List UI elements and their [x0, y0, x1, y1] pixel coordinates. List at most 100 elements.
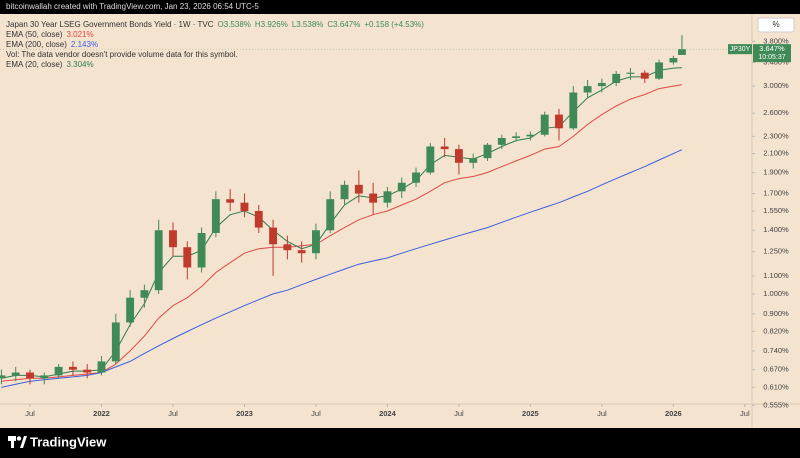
top-note: bitcoinwallah created with TradingView.c…	[6, 2, 259, 11]
x-tick-label: 2023	[236, 409, 253, 418]
candle-body	[326, 199, 335, 231]
y-tick-label: 1.400%	[763, 225, 789, 234]
legend-name: EMA (200, close)	[6, 40, 67, 49]
candle-body	[555, 114, 563, 129]
y-tick-label: 1.100%	[763, 271, 789, 280]
y-tick-label: 2.300%	[763, 131, 789, 140]
y-tick-label: 0.555%	[763, 400, 789, 409]
candle-body	[140, 290, 149, 298]
candle-body	[254, 211, 263, 228]
ohlc-label: H3.926%	[255, 20, 288, 29]
candle-body	[97, 361, 106, 373]
candle-body	[154, 230, 163, 291]
ohlc-label: C3.647%	[327, 20, 360, 29]
price-tag	[753, 44, 791, 63]
countdown: 10:05:37	[758, 54, 785, 61]
candle-body	[497, 138, 506, 145]
y-tick-label: 1.900%	[763, 167, 789, 176]
legend-entry: EMA (200, close) 2.143%	[6, 40, 98, 49]
candle-body	[197, 232, 206, 268]
candle-body	[626, 72, 635, 74]
plot	[0, 35, 686, 388]
candle-body	[469, 158, 478, 163]
candle-body	[440, 146, 449, 150]
candle-body	[526, 134, 535, 137]
candle-body	[540, 114, 549, 135]
ohlc-label: +0.158 (+4.53%)	[364, 20, 424, 29]
scale-button[interactable]	[757, 17, 795, 33]
candle-body	[11, 372, 20, 376]
candle-body	[40, 375, 49, 379]
x-tick-label: 2022	[93, 409, 110, 418]
y-tick-label: 3.000%	[763, 81, 789, 90]
x-tick-label: Jul	[597, 409, 607, 418]
candle-body	[569, 92, 578, 129]
x-tick-label: 2024	[379, 409, 397, 418]
y-tick-label: 0.900%	[763, 309, 789, 318]
y-tick-label: 1.250%	[763, 247, 789, 256]
candle-body	[640, 72, 649, 79]
y-tick-label: 1.550%	[763, 206, 789, 215]
candle-body	[483, 144, 492, 159]
x-tick-label: Jul	[311, 409, 321, 418]
candle-body	[678, 49, 686, 55]
x-tick-label: Jul	[25, 409, 35, 418]
candle-body	[597, 82, 606, 87]
candle-body	[583, 86, 592, 93]
y-tick-label: 0.820%	[763, 326, 789, 335]
ticker-tag	[728, 44, 752, 55]
candle-body	[126, 297, 135, 323]
candle-body	[26, 372, 34, 379]
candle-body	[68, 366, 77, 370]
candle-body	[383, 191, 392, 203]
candle-body	[169, 230, 177, 248]
x-tick-label: Jul	[454, 409, 464, 418]
legend-value: 3.021%	[66, 30, 93, 39]
volume-note: Vol: The data vendor doesn't provide vol…	[6, 50, 238, 59]
legend-entry: EMA (50, close) 3.021%	[6, 30, 94, 39]
x-tick-label: Jul	[740, 409, 750, 418]
candle-body	[397, 182, 406, 192]
candle-body	[369, 193, 378, 203]
legend-symbol: Japan 30 Year LSEG Government Bonds Yiel…	[6, 20, 424, 29]
legend-name: EMA (20, close)	[6, 60, 63, 69]
candle-body	[269, 227, 277, 245]
y-tick-label: 2.600%	[763, 108, 789, 117]
ohlc-label: L3.538%	[292, 20, 324, 29]
candle-body	[283, 244, 292, 251]
candle-body	[312, 230, 320, 254]
y-tick-label: 0.740%	[763, 346, 789, 355]
legend-name: EMA (50, close)	[6, 30, 63, 39]
candle-body	[655, 62, 664, 79]
candle-body	[83, 369, 92, 373]
legend-value: 3.304%	[66, 60, 93, 69]
candle-body	[211, 199, 220, 233]
y-tick-label: 1.700%	[763, 189, 789, 198]
legend-entry: EMA (20, close) 3.304%	[6, 60, 94, 69]
candle-body	[512, 136, 521, 139]
candle-body	[226, 199, 235, 203]
y-tick-label: 1.000%	[763, 289, 789, 298]
brand-logo	[8, 436, 27, 448]
candle-body	[454, 149, 463, 163]
y-tick-label: 0.670%	[763, 365, 789, 374]
candle-body	[0, 375, 6, 379]
candle-body	[412, 172, 420, 183]
x-tick-label: 2025	[522, 409, 539, 418]
candle-body	[426, 146, 435, 173]
candle-body	[111, 322, 120, 362]
scale-button-label[interactable]: %	[772, 20, 779, 29]
ohlc-label: O3.538%	[218, 20, 251, 29]
legend-value: 2.143%	[71, 40, 98, 49]
y-tick-label: 0.610%	[763, 382, 789, 391]
candle-body	[340, 184, 349, 200]
y-tick-label: 3.800%	[763, 36, 789, 45]
brand: TradingView	[30, 434, 107, 449]
symbol: Japan 30 Year LSEG Government Bonds Yiel…	[6, 20, 214, 29]
candle-body	[354, 184, 363, 194]
y-tick-label: 2.100%	[763, 149, 789, 158]
candle-body	[240, 202, 249, 212]
candle-body	[612, 73, 621, 83]
candle-body	[669, 58, 678, 63]
